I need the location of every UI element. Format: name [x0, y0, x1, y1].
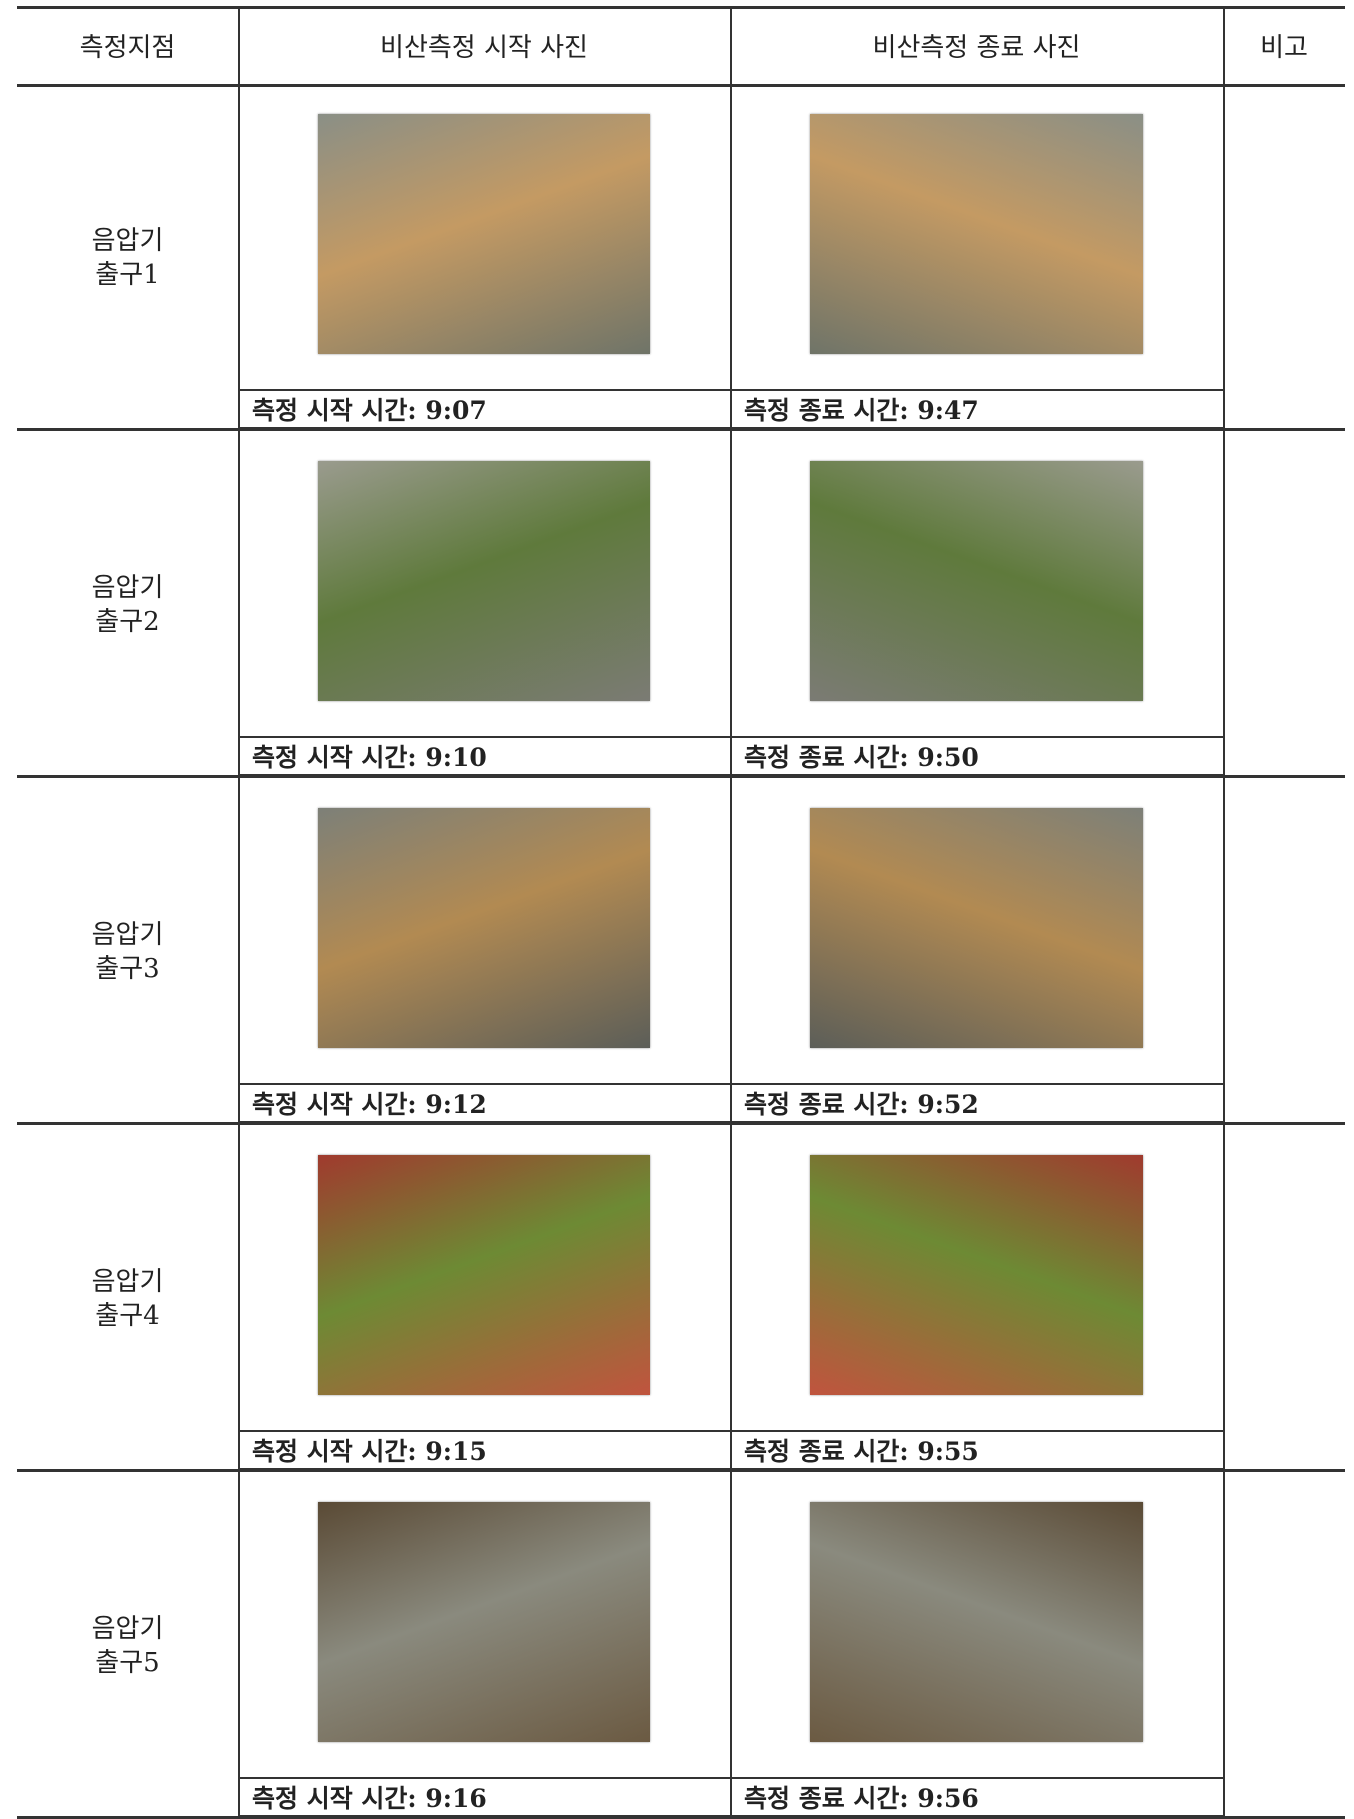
photo: [318, 808, 650, 1048]
rule: [17, 775, 1345, 778]
caption: 측정 종료 시간: 9:56: [730, 1777, 1223, 1817]
caption: 측정 시작 시간: 9:12: [238, 1083, 730, 1123]
caption: 측정 시작 시간: 9:10: [238, 736, 730, 776]
photo: [810, 114, 1143, 354]
header-cell: 비고: [1260, 32, 1308, 63]
rule: [730, 6, 732, 1819]
location-line: 출구5: [95, 1647, 160, 1678]
caption: 측정 시작 시간: 9:16: [238, 1777, 730, 1817]
location-cell: 음압기 출구2: [17, 431, 238, 778]
location-line: 음압기: [91, 1266, 164, 1297]
rule: [17, 1122, 1345, 1125]
photo: [318, 114, 650, 354]
photo: [318, 1502, 650, 1742]
caption: 측정 시작 시간: 9:07: [238, 389, 730, 429]
rule: [17, 1816, 1345, 1819]
location-line: 음압기: [91, 1613, 164, 1644]
caption: 측정 종료 시간: 9:55: [730, 1430, 1223, 1470]
location-line: 출구4: [95, 1300, 160, 1331]
photo: [810, 1155, 1143, 1395]
location-line: 음압기: [91, 919, 164, 950]
location-cell: 음압기 출구5: [17, 1472, 238, 1819]
header-cell: 비산측정 종료 사진: [872, 32, 1081, 63]
header-cell: 비산측정 시작 사진: [380, 32, 588, 63]
rule: [17, 84, 1345, 87]
caption: 측정 종료 시간: 9:50: [730, 736, 1223, 776]
location-cell: 음압기 출구4: [17, 1125, 238, 1472]
photo: [810, 808, 1143, 1048]
location-cell: 음압기 출구3: [17, 778, 238, 1125]
location-line: 출구2: [95, 606, 160, 637]
header-cell: 측정지점: [79, 32, 176, 63]
location-line: 출구3: [95, 953, 160, 984]
rule: [238, 6, 240, 1819]
photo: [810, 1502, 1143, 1742]
caption: 측정 종료 시간: 9:47: [730, 389, 1223, 429]
rule: [17, 1469, 1345, 1472]
caption: 측정 시작 시간: 9:15: [238, 1430, 730, 1470]
location-line: 음압기: [91, 225, 164, 256]
photo: [318, 461, 650, 701]
location-line: 출구1: [95, 259, 160, 290]
photo: [318, 1155, 650, 1395]
rule: [1223, 6, 1225, 1819]
rule: [17, 6, 1345, 9]
rule: [17, 428, 1345, 431]
location-cell: 음압기 출구1: [17, 84, 238, 431]
photo: [810, 461, 1143, 701]
caption: 측정 종료 시간: 9:52: [730, 1083, 1223, 1123]
location-line: 음압기: [91, 572, 164, 603]
